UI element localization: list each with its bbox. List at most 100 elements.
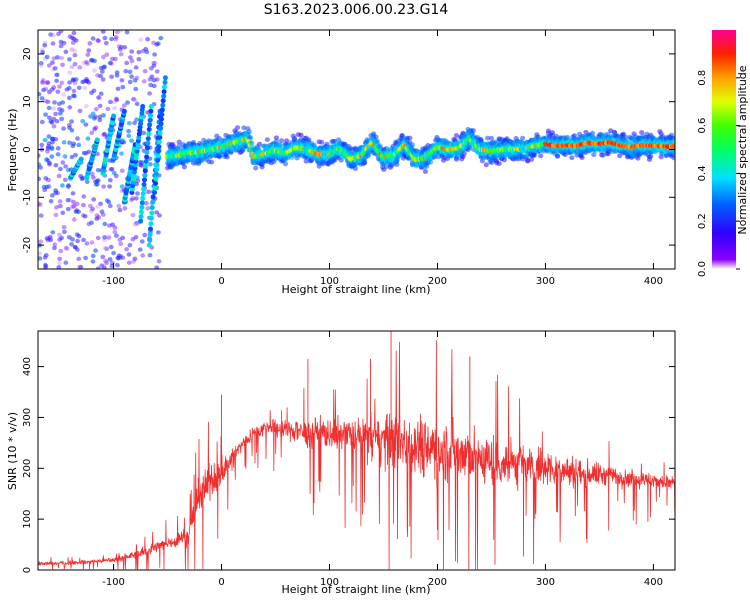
- spectrogram-halo-cell: [545, 128, 552, 134]
- spectrogram-noise-cell: [89, 208, 94, 214]
- spectrogram-noise-cell: [63, 260, 69, 265]
- spectrogram-noise-cell: [38, 256, 43, 261]
- spectrogram-noise-cell: [84, 241, 90, 246]
- spectrogram-noise-cell: [119, 151, 124, 156]
- spectrogram-noise-cell: [106, 235, 112, 240]
- spectrogram-noise-cell: [71, 204, 77, 209]
- spectrogram-noise-cell: [147, 77, 153, 82]
- spectrogram-noise-cell: [38, 239, 44, 244]
- spectrogram-noise-cell: [142, 69, 148, 74]
- spectrogram-halo-cell: [373, 134, 379, 140]
- spectrogram-noise-cell: [51, 32, 56, 38]
- spectrogram-halo-cell: [171, 144, 177, 150]
- snr-y-tick-label: 300: [22, 408, 33, 427]
- spectrogram-noise-cell: [67, 34, 73, 39]
- spectrogram-x-tick-label: 300: [536, 276, 555, 287]
- spectrogram-streak-cell: [154, 162, 160, 168]
- spectrogram-noise-cell: [66, 85, 72, 91]
- spectrogram-noise-cell: [107, 203, 113, 209]
- spectrogram-noise-cell: [85, 136, 91, 141]
- spectrogram-noise-cell: [132, 256, 138, 261]
- spectrogram-noise-cell: [43, 176, 49, 181]
- spectrogram-noise-cell: [45, 80, 51, 85]
- spectrogram-halo-cell: [671, 155, 675, 161]
- spectrogram-noise-cell: [43, 86, 48, 92]
- spectrogram-noise-cell: [121, 103, 127, 108]
- spectrogram-halo-cell: [428, 159, 434, 165]
- spectrogram-noise-cell: [56, 265, 62, 269]
- snr-y-tick-label: 100: [22, 510, 33, 529]
- spectrogram-noise-cell: [55, 152, 61, 157]
- spectrogram-noise-cell: [117, 207, 123, 213]
- spectrogram-streak-cell: [148, 108, 154, 114]
- spectrogram-streak-cell: [144, 149, 150, 155]
- spectrogram-noise-cell: [48, 119, 54, 124]
- spectrogram-streak-cell: [138, 209, 144, 215]
- spectrogram-streak-cell: [148, 221, 154, 227]
- spectrogram-noise-cell: [107, 184, 112, 189]
- spectrogram-halo-cell: [264, 137, 270, 143]
- spectrogram-streak-cell: [160, 98, 166, 104]
- spectrogram-noise-cell: [58, 111, 63, 116]
- spectrogram-noise-cell: [112, 229, 118, 235]
- spectrogram-noise-cell: [105, 106, 111, 112]
- spectrogram-halo-cell: [407, 135, 413, 141]
- spectrogram-noise-cell: [132, 222, 138, 227]
- spectrogram-noise-cell: [38, 202, 43, 207]
- spectrogram-noise-cell: [63, 49, 69, 54]
- snr-x-tick-label: 0: [218, 577, 224, 588]
- spectrogram-noise-cell: [40, 80, 46, 86]
- spectrogram-noise-cell: [59, 55, 65, 61]
- spectrogram-streak-cell: [159, 116, 164, 122]
- spectrogram-noise-cell: [114, 96, 119, 102]
- spectrogram-noise-cell: [87, 203, 93, 209]
- spectrogram-noise-cell: [90, 111, 96, 116]
- spectrogram-noise-cell: [42, 98, 48, 104]
- spectrogram-noise-cell: [65, 246, 71, 252]
- spectrogram-noise-cell: [73, 38, 79, 43]
- spectrogram-noise-cell: [94, 216, 100, 221]
- spectrogram-noise-cell: [101, 265, 107, 269]
- spectrogram-halo-cell: [279, 138, 285, 144]
- spectrogram-noise-cell: [41, 87, 46, 93]
- spectrogram-noise-cell: [126, 121, 132, 126]
- spectrogram-streak-cell: [145, 136, 151, 142]
- spectrogram-noise-cell: [67, 125, 72, 130]
- spectrogram-noise-cell: [81, 150, 87, 156]
- spectrogram-noise-cell: [118, 30, 124, 33]
- spectrogram-noise-cell: [136, 50, 142, 55]
- spectrogram-noise-cell: [38, 201, 41, 206]
- spectrogram-noise-cell: [120, 84, 126, 90]
- spectrogram-halo-cell: [470, 128, 476, 133]
- spectrogram-streak-cell: [157, 135, 163, 140]
- spectrogram-noise-cell: [109, 167, 115, 172]
- snr-series-line: [38, 340, 675, 570]
- spectrogram-noise-cell: [72, 81, 78, 86]
- spectrogram-noise-cell: [54, 119, 60, 124]
- spectrogram-noise-cell: [113, 173, 119, 179]
- spectrogram-streak-cell: [145, 145, 150, 151]
- spectrogram-noise-cell: [60, 210, 66, 215]
- spectrogram-noise-cell: [53, 111, 58, 117]
- spectrogram-streak-cell: [150, 194, 156, 200]
- spectrogram-halo-cell: [409, 142, 415, 148]
- spectrogram-halo-cell: [255, 145, 261, 151]
- spectrogram-noise-cell: [55, 146, 61, 151]
- spectrogram-streak-cell: [141, 182, 147, 187]
- spectrogram-noise-cell: [113, 35, 119, 40]
- spectrogram-halo-cell: [529, 157, 535, 162]
- spectrogram-streak-cell: [158, 125, 164, 131]
- spectrogram-noise-cell: [58, 166, 63, 172]
- spectrogram-streak-cell: [155, 153, 161, 159]
- spectrogram-noise-cell: [95, 235, 101, 241]
- spectrogram-noise-cell: [104, 260, 110, 265]
- spectrogram-noise-cell: [49, 154, 55, 159]
- spectrogram-noise-cell: [67, 80, 72, 85]
- spectrogram-noise-cell: [51, 106, 57, 111]
- spectrogram-noise-cell: [57, 256, 63, 261]
- spectrogram-noise-cell: [108, 244, 114, 250]
- spectrogram-streak-cell: [160, 102, 166, 108]
- spectrogram-noise-cell: [66, 183, 71, 188]
- spectrogram-noise-cell: [58, 30, 64, 34]
- spectrogram-noise-cell: [102, 221, 108, 227]
